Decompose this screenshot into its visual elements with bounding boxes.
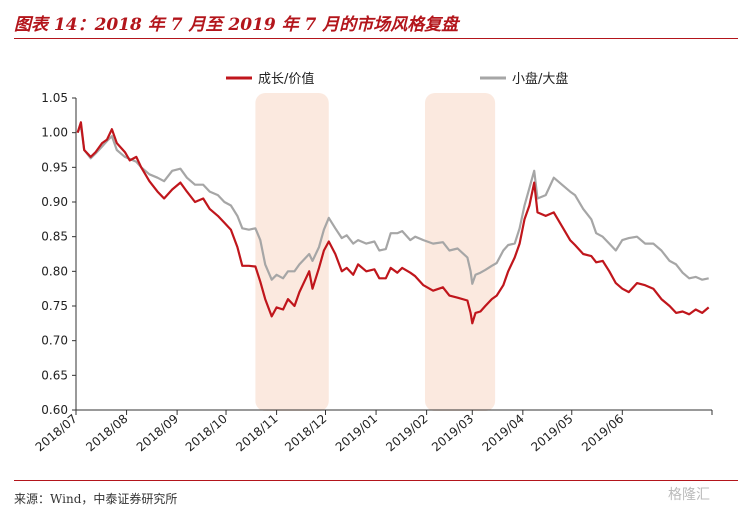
series-line-small-large — [76, 124, 709, 285]
source-note: 来源：Wind，中泰证券研究所 — [14, 492, 178, 506]
y-tick-label: 0.65 — [41, 368, 68, 382]
y-tick-label: 0.70 — [41, 334, 68, 348]
y-tick-label: 0.80 — [41, 264, 68, 278]
y-tick-label: 1.05 — [41, 91, 68, 105]
x-tick-label: 2018/10 — [183, 412, 230, 455]
series-line-growth-value — [76, 121, 710, 325]
x-tick-label: 2019/03 — [429, 412, 476, 455]
y-tick-label: 0.75 — [41, 299, 68, 313]
legend-label: 成长/价值 — [258, 71, 314, 87]
x-tick-label: 2019/06 — [579, 412, 626, 455]
legend-label: 小盘/大盘 — [512, 71, 568, 87]
x-tick-label: 2018/12 — [282, 412, 329, 455]
footer-rule — [14, 480, 738, 481]
figure-title: 图表 14：2018 年 7 月至 2019 年 7 月的市场风格复盘 — [14, 15, 459, 35]
y-tick-label: 0.85 — [41, 230, 68, 244]
x-tick-label: 2019/01 — [333, 412, 380, 455]
x-tick-label: 2018/11 — [233, 412, 280, 455]
title-rule — [14, 38, 738, 39]
watermark-logo: 格隆汇 — [668, 487, 710, 503]
y-tick-label: 1.00 — [41, 126, 68, 140]
y-tick-label: 0.60 — [41, 403, 68, 417]
y-tick-label: 0.95 — [41, 160, 68, 174]
x-tick-label: 2019/05 — [528, 412, 575, 455]
x-tick-label: 2018/07 — [33, 412, 80, 455]
highlight-band-1 — [255, 93, 329, 411]
x-tick-label: 2018/09 — [134, 412, 181, 455]
x-tick-label: 2019/04 — [480, 412, 527, 455]
x-tick-label: 2019/02 — [383, 412, 430, 455]
y-tick-label: 0.90 — [41, 195, 68, 209]
x-tick-label: 2018/08 — [83, 412, 130, 455]
line-chart: 1.05 1.00 0.95 0.90 0.85 0.80 0.75 0.70 0.65 0.60… — [33, 71, 713, 455]
